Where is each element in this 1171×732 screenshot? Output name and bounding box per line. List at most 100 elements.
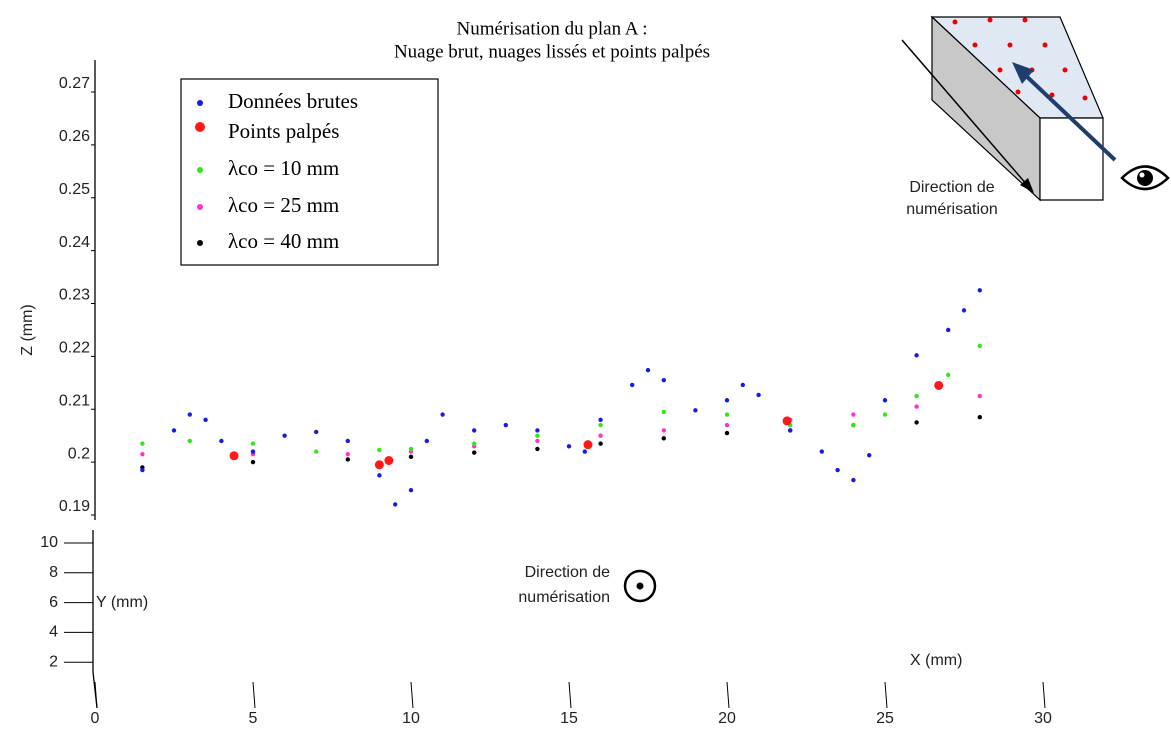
data-point: [140, 451, 145, 457]
z-tick-label: 0.2: [68, 445, 90, 462]
data-point: [961, 308, 967, 313]
x-tick-label: 15: [560, 710, 578, 727]
legend-label: λco = 25 mm: [228, 193, 339, 217]
x-axis-label: X (mm): [910, 652, 962, 669]
z-tick-label: 0.26: [59, 128, 90, 145]
data-point: [914, 353, 919, 358]
data-point: [566, 444, 572, 449]
data-point: [914, 393, 919, 399]
data-point: [882, 398, 888, 403]
data-point: [934, 380, 944, 390]
x-tick: [410, 681, 414, 709]
eye-glint: [1139, 172, 1145, 178]
data-point: [384, 456, 394, 466]
annotation: numérisation: [518, 589, 610, 606]
direction-arrowhead: [1020, 178, 1034, 193]
data-point: [661, 428, 666, 433]
data-point: [724, 430, 730, 436]
data-point: [472, 428, 477, 433]
data-point: [440, 412, 445, 417]
inset-label: numérisation: [906, 201, 998, 218]
data-point: [598, 433, 603, 438]
data-point: [345, 438, 350, 444]
data-point: [977, 343, 982, 348]
legend-marker: [195, 122, 205, 132]
chart-title: Numérisation du plan A :: [456, 18, 647, 39]
data-point: [472, 450, 477, 455]
data-point: [535, 433, 540, 438]
data-point: [724, 398, 730, 403]
data-point: [472, 441, 477, 446]
z-tick-label: 0.22: [59, 340, 90, 357]
y-tick-label: 8: [49, 564, 58, 581]
y-axis-label: Y (mm): [96, 594, 148, 611]
data-point: [140, 467, 145, 473]
view-arrow: [1020, 70, 1117, 162]
out-of-plane-symbol: [623, 569, 657, 603]
chart-title: Nuage brut, nuages lissés et points palp…: [394, 41, 710, 62]
data-point: [835, 467, 840, 473]
view-arrowhead: [1012, 62, 1034, 84]
data-point: [377, 447, 382, 453]
x-tick-label: 25: [876, 710, 894, 727]
legend-marker: [197, 240, 203, 246]
legend-label: Données brutes: [228, 89, 358, 113]
data-point: [171, 428, 177, 433]
data-point: [882, 412, 888, 417]
y-tick-label: 6: [49, 594, 58, 611]
data-point: [408, 454, 414, 460]
z-tick-label: 0.23: [59, 287, 90, 304]
data-point: [851, 412, 856, 417]
data-point: [582, 449, 587, 454]
data-point: [140, 441, 145, 446]
legend-label: λco = 40 mm: [228, 229, 339, 253]
data-point: [250, 459, 256, 465]
data-point: [583, 440, 593, 450]
data-point: [535, 438, 540, 444]
y-tick-label: 2: [49, 653, 58, 670]
data-point: [782, 416, 792, 426]
legend-label: λco = 10 mm: [228, 156, 339, 180]
z-tick-label: 0.25: [59, 181, 90, 198]
y-tick-label: 4: [49, 624, 58, 641]
data-point: [661, 409, 666, 415]
direction-line: [901, 39, 1029, 187]
data-point: [851, 477, 856, 483]
data-point: [756, 392, 761, 398]
data-point: [203, 417, 208, 423]
data-point: [819, 449, 824, 454]
data-point: [250, 449, 256, 454]
data-point: [503, 422, 508, 428]
legend-marker: [197, 100, 203, 106]
legend-marker: [197, 204, 203, 210]
x-tick-label: 10: [402, 710, 420, 727]
data-point: [345, 457, 350, 462]
data-point: [661, 377, 666, 383]
inset-label: Direction de: [909, 179, 994, 196]
data-point: [377, 473, 382, 478]
data-point: [630, 382, 635, 388]
data-point: [374, 460, 384, 470]
data-point: [424, 438, 429, 444]
data-point: [724, 422, 730, 428]
data-point: [977, 414, 982, 420]
annotation: Direction de: [525, 564, 610, 581]
data-point: [645, 367, 651, 373]
data-point: [598, 441, 603, 446]
data-point: [408, 446, 414, 452]
data-point: [314, 429, 319, 435]
data-point: [788, 428, 793, 433]
data-point: [598, 422, 603, 428]
data-point: [914, 420, 919, 425]
data-point: [740, 382, 745, 388]
data-point: [851, 422, 856, 428]
data-point: [314, 449, 319, 454]
data-point: [693, 408, 698, 413]
x-tick-label: 5: [249, 710, 258, 727]
x-tick: [568, 681, 572, 709]
x-tick-label: 20: [718, 710, 736, 727]
x-tick: [1042, 681, 1046, 709]
legend-marker: [197, 167, 203, 173]
